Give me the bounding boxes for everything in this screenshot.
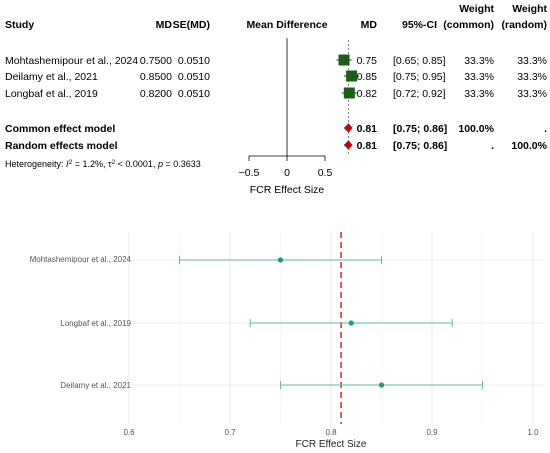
header-weight-common: Weight (459, 3, 494, 15)
x-tick-label: 0.8 (325, 428, 337, 437)
y-tick-label: Deilamy et al., 2021 (60, 381, 131, 390)
header-ci: 95%-CI (402, 19, 437, 31)
model-weight-random: . (544, 123, 547, 135)
study-weight-common: 33.3% (464, 55, 494, 67)
header-random: (random) (502, 19, 548, 31)
header-study: Study (5, 19, 34, 31)
study-name: Mohtashemipour et al., 2024 (5, 55, 138, 67)
heterogeneity-text: Heterogeneity: I2 = 1.2%, τ2 < 0.0001, p… (5, 159, 201, 170)
y-tick-label: Mohtashemipour et al., 2024 (30, 255, 132, 264)
model-name: Random effects model (5, 140, 118, 152)
study-row: Longbaf et al., 2019 0.8200 0.0510 0.82 … (5, 88, 547, 100)
study-weight-box (338, 54, 350, 66)
study-weight-random: 33.3% (517, 71, 547, 83)
model-weight-common: 100.0% (458, 123, 494, 135)
model-row-random: Random effects model 0.81 [0.75; 0.86] .… (5, 140, 548, 152)
dot-grid (127, 232, 545, 424)
x-axis-title: FCR Effect Size (296, 439, 367, 450)
study-md: 0.8200 (140, 88, 172, 100)
model-name: Common effect model (5, 123, 115, 135)
header-se: SE(MD) (173, 19, 210, 31)
x-tick-label: 0.6 (123, 428, 135, 437)
header-common: (common) (443, 19, 494, 31)
header-plot: Mean Difference (246, 19, 327, 31)
estimate-point (378, 382, 385, 388)
study-ci: [0.75; 0.95] (393, 71, 446, 83)
model-weight-common: . (491, 140, 494, 152)
study-weight-common: 33.3% (464, 88, 494, 100)
study-se: 0.0510 (178, 71, 210, 83)
forest-marks (336, 54, 360, 150)
model-ci: [0.75; 0.86] (393, 140, 447, 152)
study-se: 0.0510 (178, 55, 210, 67)
header-md2: MD (361, 19, 378, 31)
estimate-point (348, 320, 354, 326)
study-md: 0.8500 (140, 71, 172, 83)
study-md2: 0.85 (357, 71, 378, 83)
study-md: 0.7500 (140, 55, 172, 67)
study-row: Mohtashemipour et al., 2024 0.7500 0.051… (5, 55, 547, 67)
forest-tick-label: 0.5 (318, 167, 333, 179)
x-tick-label: 0.9 (426, 428, 438, 437)
study-weight-common: 33.3% (464, 71, 494, 83)
dot-marks (179, 256, 483, 389)
study-row: Deilamy et al., 2021 0.8500 0.0510 0.85 … (5, 71, 547, 83)
study-name: Longbaf et al., 2019 (5, 88, 98, 100)
study-weight-random: 33.3% (517, 55, 547, 67)
study-weight-box (343, 87, 355, 99)
header-md: MD (156, 19, 173, 31)
forest-tick-label: 0 (284, 167, 290, 179)
y-tick-label: Longbaf et al., 2019 (60, 319, 131, 328)
study-weight-box (346, 70, 358, 82)
forest-plot: Study MD SE(MD) Mean Difference MD 95%-C… (5, 3, 548, 196)
header-weight-random: Weight (512, 3, 547, 15)
estimate-point (277, 257, 284, 263)
study-md2: 0.82 (357, 88, 378, 100)
study-ci: [0.65; 0.85] (393, 55, 446, 67)
x-tick-label: 0.7 (224, 428, 236, 437)
model-ci: [0.75; 0.86] (393, 123, 447, 135)
x-tick-label: 1.0 (527, 428, 539, 437)
pooled-diamond (343, 123, 353, 133)
study-md2: 0.75 (357, 55, 378, 67)
study-ci: [0.72; 0.92] (393, 88, 446, 100)
dot-plot: Mohtashemipour et al., 2024 Longbaf et a… (30, 232, 545, 450)
model-row-common: Common effect model 0.81 [0.75; 0.86] 10… (5, 123, 547, 135)
model-md2: 0.81 (357, 123, 378, 135)
study-se: 0.0510 (178, 88, 210, 100)
model-md2: 0.81 (357, 140, 378, 152)
study-name: Deilamy et al., 2021 (5, 71, 98, 83)
forest-tick-label: −0.5 (239, 167, 260, 179)
pooled-diamond (343, 140, 353, 150)
study-weight-random: 33.3% (517, 88, 547, 100)
model-weight-random: 100.0% (511, 140, 547, 152)
forest-x-label: FCR Effect Size (250, 184, 325, 196)
